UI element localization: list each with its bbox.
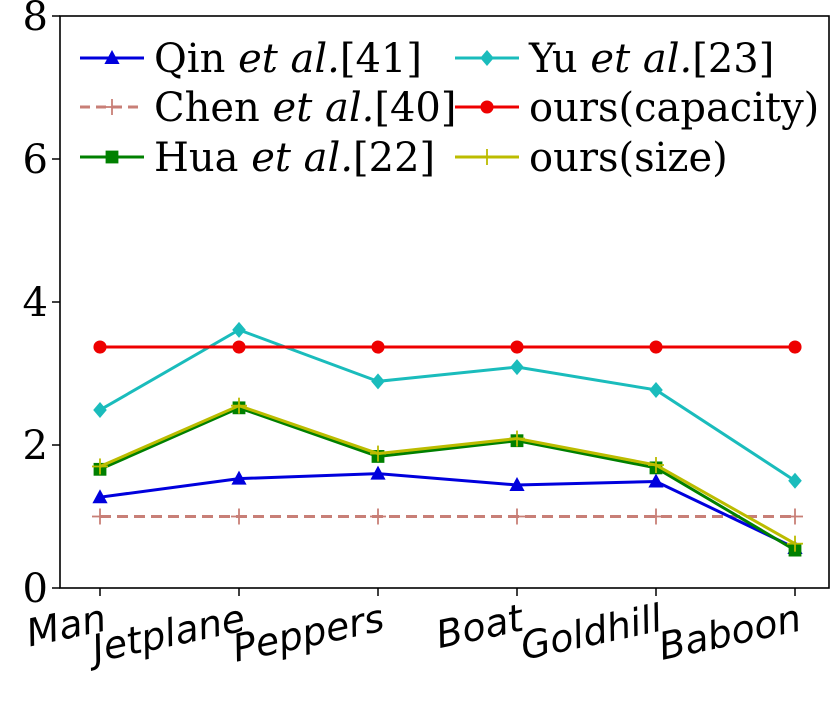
x-tick-label: Baboon [655,596,805,669]
data-point [232,340,246,354]
y-tick-label: 8 [23,0,48,40]
series-yu-et-al-23- [93,321,802,489]
data-point [232,321,246,338]
legend-entry: Chen et al.[40] [80,85,456,131]
data-point [93,340,107,354]
series-line [99,404,796,545]
x-tick-label: Peppers [229,596,388,671]
data-point [370,508,386,525]
data-point [509,477,525,492]
data-point [788,472,802,489]
data-point [231,470,247,485]
data-point [370,465,386,480]
series-ours-size- [92,397,803,552]
y-tick-label: 4 [23,280,48,326]
series-ours-capacity- [93,340,802,354]
data-point [788,340,802,354]
series-chen-et-al-40- [92,508,803,525]
data-point [510,359,524,376]
data-point [92,508,108,525]
data-point [649,381,663,398]
data-point [92,458,108,475]
legend-marker [104,50,120,64]
series-line [99,472,796,550]
y-tick-label: 2 [23,423,48,469]
legend-marker [479,149,495,165]
legend-label: ours(capacity) [529,85,819,131]
x-tick-label: Jetplane [81,596,249,673]
data-point [371,373,385,390]
data-point [509,508,525,525]
data-point [231,397,247,414]
data-point [370,445,386,462]
data-point [649,340,663,354]
y-tick-label: 0 [23,566,48,612]
y-tick-label: 6 [23,137,48,183]
series-layer [92,321,803,557]
data-point [231,508,247,525]
legend-marker [480,100,494,114]
series-qin-et-al-41- [92,465,803,554]
legend-label: Yu et al.[23] [528,36,774,82]
data-point [648,473,664,488]
legend-label: Hua et al.[22] [154,135,435,181]
series-line [99,406,796,552]
data-point [93,401,107,418]
legend-entry: Hua et al.[22] [80,135,435,181]
legend-entry: ours(size) [455,135,728,181]
series-line [99,328,796,483]
data-point [92,489,108,504]
legend-label: Chen et al.[40] [154,85,456,131]
data-point [787,508,803,525]
legend-entry: ours(capacity) [455,85,819,131]
legend-label: Qin et al.[41] [154,36,422,82]
legend-label: ours(size) [529,135,728,181]
legend-entry: Yu et al.[23] [455,36,774,82]
data-point [371,340,385,354]
x-tick-label: Boat [432,595,529,657]
data-point [510,340,524,354]
data-point [648,457,664,474]
x-tick-label: Goldhill [517,596,667,669]
legend-marker [480,50,494,66]
data-point [509,430,525,447]
legend: Qin et al.[41]Chen et al.[40]Hua et al.[… [80,36,819,181]
data-point [787,535,803,552]
legend-marker [104,99,120,115]
legend-entry: Qin et al.[41] [80,36,422,82]
legend-marker [105,150,119,164]
data-point [648,508,664,525]
